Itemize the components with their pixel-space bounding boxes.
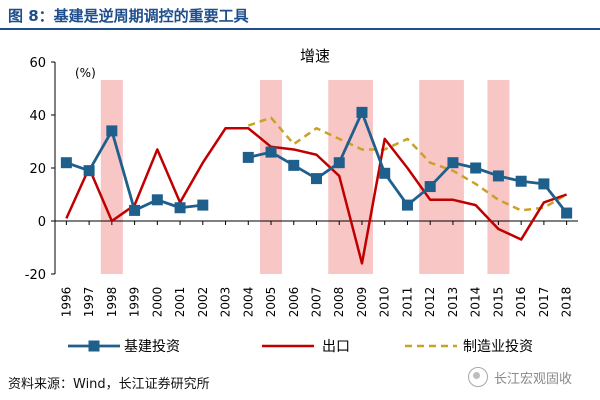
x-tick-label: 2017 — [537, 287, 551, 318]
x-tick-label: 2000 — [150, 287, 164, 318]
y-tick-label: 20 — [29, 162, 46, 177]
shaded-periods — [100, 80, 510, 274]
x-tick-label: 2003 — [219, 287, 233, 318]
watermark-label: 长江宏观固收 — [494, 371, 573, 387]
series-point — [83, 165, 95, 177]
x-tick-label: 2009 — [355, 287, 369, 318]
legend-label: 出口 — [322, 339, 350, 355]
axes: -20 0 20 40 60 1996 1997 1998 1999 2000 2001 2002 20… — [25, 47, 578, 317]
series-point — [356, 106, 368, 118]
shaded-period — [419, 80, 464, 274]
x-tick-label: 1998 — [105, 287, 119, 318]
x-tick-label: 2010 — [378, 287, 392, 318]
series-point — [447, 157, 459, 169]
x-tick-label: 2005 — [264, 287, 278, 318]
x-tick-label: 2013 — [446, 287, 460, 318]
series-line — [65, 127, 568, 265]
series-point — [129, 204, 141, 216]
y-tick-label: -20 — [25, 268, 46, 283]
legend-swatch-marker — [88, 340, 100, 352]
x-tick-label: 2001 — [173, 287, 187, 318]
series-point — [151, 194, 163, 206]
watermark: 长江宏观固收 — [468, 367, 572, 387]
x-tick-label: 2006 — [287, 287, 301, 318]
series-point — [470, 162, 482, 174]
x-tick-label: 2018 — [560, 287, 574, 318]
shaded-period — [260, 80, 283, 274]
y-tick-label: 0 — [38, 215, 46, 230]
series-point — [60, 157, 72, 169]
series-point — [333, 157, 345, 169]
x-tick-label: 2007 — [310, 287, 324, 318]
chart-title: 增速 — [300, 47, 330, 65]
x-tick-label: 2016 — [514, 287, 528, 318]
source-note: 资料来源：Wind，长江证券研究所 — [8, 377, 210, 392]
y-tick-label: 60 — [29, 56, 46, 71]
wechat-icon — [468, 367, 488, 387]
x-tick-label: 2004 — [241, 287, 255, 318]
series-point — [197, 199, 209, 211]
figure-title: 图 8：基建是逆周期调控的重要工具 — [8, 7, 249, 25]
series-point — [538, 178, 550, 190]
x-tick-label: 1997 — [82, 287, 96, 318]
legend: 基建投资 出口 制造业投资 — [68, 338, 533, 355]
series — [60, 106, 573, 265]
x-tick-label: 2015 — [491, 287, 505, 318]
series-line — [247, 116, 568, 212]
x-tick-label: 2014 — [469, 287, 483, 318]
x-tick-label: 2012 — [423, 287, 437, 318]
series-point — [561, 207, 573, 219]
series-point — [106, 125, 118, 137]
legend-label: 制造业投资 — [463, 339, 533, 355]
series-point — [242, 151, 254, 163]
series-point — [288, 159, 300, 171]
x-tick-label: 2002 — [196, 287, 210, 318]
series-point — [379, 167, 391, 179]
x-tick-label: 1999 — [128, 287, 142, 318]
series-point — [265, 146, 277, 158]
series-point — [492, 170, 504, 182]
series-point — [311, 173, 322, 185]
series-point — [174, 202, 186, 214]
shaded-period — [100, 80, 123, 274]
series-point — [424, 181, 436, 193]
y-tick-label: 40 — [29, 109, 46, 124]
x-tick-label: 2008 — [332, 287, 346, 318]
title-divider — [0, 28, 600, 30]
x-tick-label: 1996 — [59, 287, 73, 318]
series-point — [401, 199, 413, 211]
series-point — [515, 175, 527, 187]
legend-label: 基建投资 — [124, 338, 180, 355]
x-tick-label: 2011 — [400, 287, 414, 318]
y-axis-unit: (%) — [75, 66, 96, 80]
